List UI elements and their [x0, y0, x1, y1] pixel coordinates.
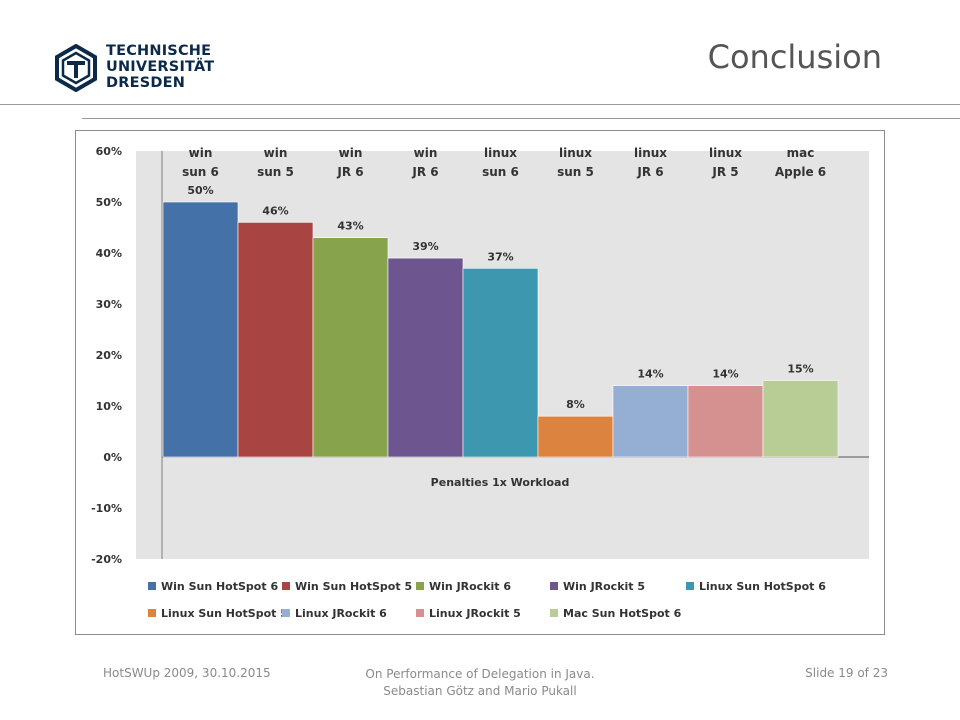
x-axis-title: Penalties 1x Workload	[431, 476, 570, 489]
chart-frame: 60% 50% 40% 30% 20% 10% 0% -10% -20% 50% win sun 6 4…	[75, 130, 885, 635]
legend-swatch	[148, 609, 156, 617]
y-tick-label: 50%	[96, 196, 122, 209]
bar-top-label-vm: JR 6	[336, 165, 363, 179]
legend-swatch	[550, 582, 558, 590]
y-tick-label: -20%	[91, 553, 122, 566]
bar-top-label-os: win	[264, 146, 288, 160]
bar-top-label-vm: Apple 6	[775, 165, 826, 179]
legend-entry: Linux Sun HotSpot 6	[699, 580, 826, 593]
bar	[162, 201, 239, 458]
bar-top-label-os: linux	[484, 146, 517, 160]
bar	[612, 385, 689, 458]
data-label: 46%	[262, 204, 288, 217]
bar-top-label-vm: sun 5	[257, 165, 294, 179]
data-label: 8%	[566, 398, 585, 411]
data-label: 50%	[187, 184, 213, 197]
bar-top-label-os: linux	[709, 146, 742, 160]
bar	[237, 222, 314, 458]
bar-top-label-vm: JR 6	[636, 165, 663, 179]
logo-line-2: UNIVERSITÄT	[106, 59, 215, 75]
data-label: 15%	[787, 363, 813, 376]
legend-entry: Win Sun HotSpot 6	[161, 580, 278, 593]
data-label: 37%	[487, 250, 513, 263]
bar-top-label-os: linux	[559, 146, 592, 160]
footer-title-line: On Performance of Delegation in Java.	[365, 667, 595, 681]
legend-entry: Mac Sun HotSpot 6	[563, 607, 682, 620]
footer-event-date: HotSWUp 2009, 30.10.2015	[103, 666, 271, 680]
bar-top-label-os: win	[414, 146, 438, 160]
data-label: 43%	[337, 220, 363, 233]
university-logo: TECHNISCHE UNIVERSITÄT DRESDEN	[52, 42, 222, 96]
y-tick-label: 30%	[96, 298, 122, 311]
legend-swatch	[416, 582, 424, 590]
bar	[762, 380, 839, 458]
bar-top-label-vm: JR 5	[711, 165, 738, 179]
y-tick-label: 20%	[96, 349, 122, 362]
legend-swatch	[416, 609, 424, 617]
footer-talk-title: On Performance of Delegation in Java. Se…	[330, 666, 630, 700]
logo-line-1: TECHNISCHE	[106, 43, 212, 59]
y-tick-label: 10%	[96, 400, 122, 413]
legend-entry: Win Sun HotSpot 5	[295, 580, 412, 593]
y-tick-label: 60%	[96, 145, 122, 158]
tu-dresden-logo-icon	[55, 44, 97, 92]
legend-swatch	[686, 582, 694, 590]
legend-swatch	[282, 582, 290, 590]
legend-entry: Win JRockit 5	[563, 580, 645, 593]
legend-swatch	[148, 582, 156, 590]
header-divider-top	[0, 104, 960, 105]
footer-authors-line: Sebastian Götz and Mario Pukall	[383, 684, 577, 698]
footer-slide-number: Slide 19 of 23	[805, 666, 888, 680]
legend-entry: Linux JRockit 5	[429, 607, 521, 620]
y-tick-label: 40%	[96, 247, 122, 260]
bar-top-label-vm: JR 6	[411, 165, 438, 179]
data-label: 39%	[412, 240, 438, 253]
bar-top-label-vm: sun 6	[182, 165, 219, 179]
y-tick-label: -10%	[91, 502, 122, 515]
logo-wordmark: TECHNISCHE UNIVERSITÄT DRESDEN	[106, 43, 214, 91]
data-label: 14%	[637, 368, 663, 381]
legend-entry: Linux JRockit 6	[295, 607, 387, 620]
logo-line-3: DRESDEN	[106, 75, 186, 91]
bar	[387, 257, 464, 458]
bar	[537, 415, 614, 458]
legend-entry: Linux Sun HotSpot 5	[161, 607, 288, 620]
bar-top-label-vm: sun 5	[557, 165, 594, 179]
bar-top-label-os: win	[339, 146, 363, 160]
bar	[687, 385, 764, 458]
bar	[312, 237, 389, 458]
header-divider-bottom	[82, 118, 960, 119]
y-tick-label: 0%	[103, 451, 122, 464]
penalties-bar-chart: 60% 50% 40% 30% 20% 10% 0% -10% -20% 50% win sun 6 4…	[91, 145, 869, 620]
data-label: 14%	[712, 368, 738, 381]
slide-title: Conclusion	[707, 38, 882, 76]
bar	[462, 268, 539, 458]
bar-top-label-os: mac	[787, 146, 815, 160]
bar-top-label-vm: sun 6	[482, 165, 519, 179]
legend-entry: Win JRockit 6	[429, 580, 511, 593]
bar-top-label-os: linux	[634, 146, 667, 160]
legend-swatch	[282, 609, 290, 617]
legend-swatch	[550, 609, 558, 617]
bar-top-label-os: win	[189, 146, 213, 160]
